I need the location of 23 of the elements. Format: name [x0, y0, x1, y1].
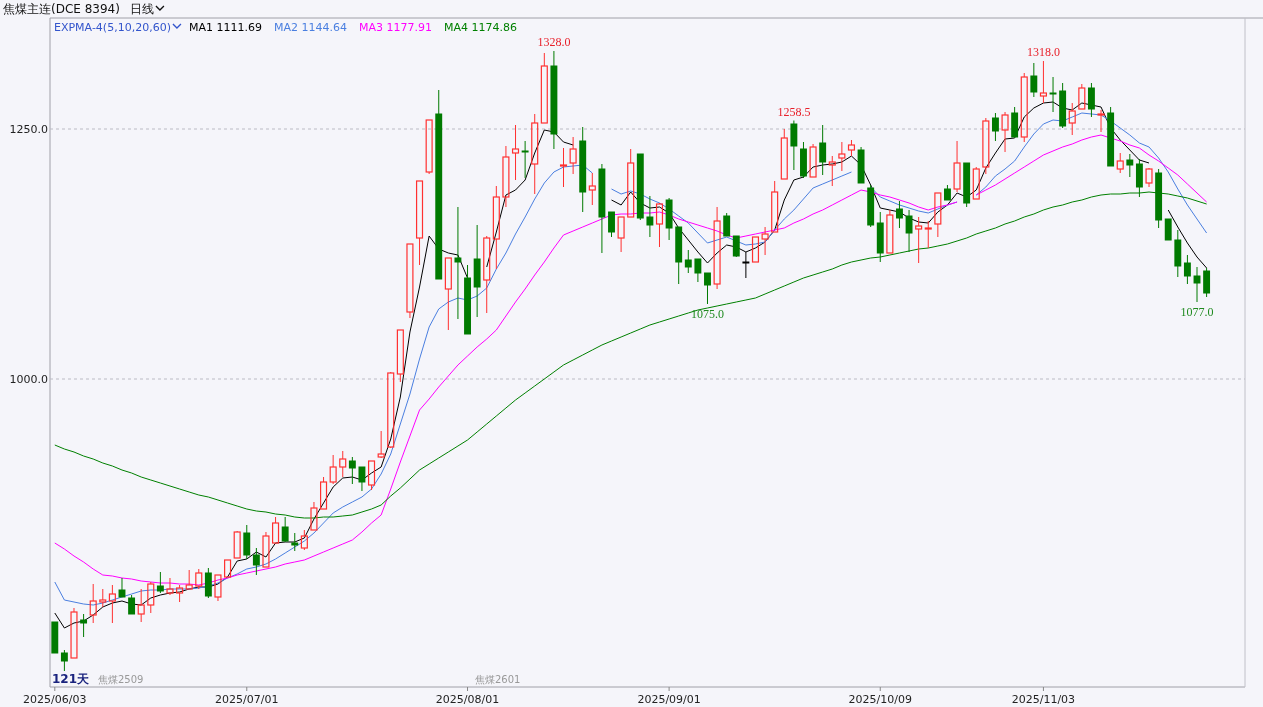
annotation: 1318.0: [1026, 45, 1060, 59]
text: MA3 1177.91: [358, 21, 432, 34]
x-tick-label: 2025/09/01: [637, 693, 701, 706]
text: MA1 1111.69: [188, 21, 262, 34]
annotation: 1258.5: [777, 104, 811, 119]
annotation: 焦煤2509: [98, 674, 144, 685]
chart-subtitle: 日线: [129, 2, 154, 16]
x-tick-label: 2025/08/01: [435, 693, 500, 706]
x-tick-label: 2025/10/09: [848, 693, 912, 706]
x-tick-label: 2025/11/03: [1011, 693, 1076, 706]
y-tick-label: 1000.0: [9, 373, 48, 386]
y-tick-label: 1250.0: [9, 123, 48, 136]
text: MA2 1144.64: [273, 21, 347, 34]
chart-title: 焦煤主连(DCE 8394): [3, 2, 120, 16]
annotation: 1077.0: [1180, 305, 1214, 319]
annotation: 焦煤2601: [475, 674, 521, 685]
annotation: 1328.0: [537, 35, 571, 49]
x-tick-label: 2025/07/01: [215, 693, 279, 706]
x-tick-label: 2025/06/03: [23, 693, 87, 706]
legend-title: EXPMA-4(5,10,20,60): [54, 21, 171, 34]
text: MA4 1174.86: [443, 21, 517, 34]
annotation: 121天: [52, 672, 91, 686]
annotation: 1075.0: [690, 307, 724, 321]
